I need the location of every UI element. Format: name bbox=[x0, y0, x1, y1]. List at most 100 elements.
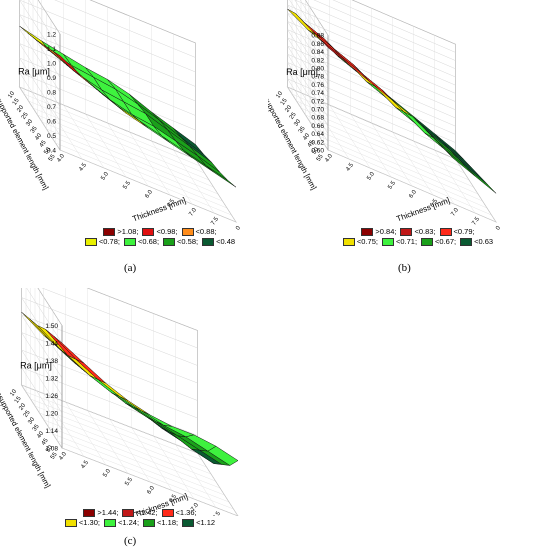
z-tick-label: 0.66 bbox=[311, 123, 324, 130]
y-tick-label: 55 bbox=[316, 153, 325, 162]
legend-item: <1.30; bbox=[64, 518, 100, 528]
z-tick-label: 0.9 bbox=[47, 75, 56, 82]
floor-gridline bbox=[197, 452, 239, 516]
legend-swatch bbox=[161, 509, 174, 517]
x-tick-label: 5.5 bbox=[387, 180, 397, 191]
z-tick-label: 1.32 bbox=[45, 376, 58, 383]
surface-cell bbox=[207, 445, 239, 466]
legend-label: >0.84; bbox=[375, 227, 397, 236]
floor-gridline bbox=[350, 113, 392, 178]
z-tick-label: 0.72 bbox=[311, 98, 324, 105]
z-tick-label: 0.80 bbox=[311, 66, 324, 73]
x-axis-title: Thickness [mm] bbox=[395, 196, 451, 224]
legend-label: <0.78; bbox=[98, 237, 120, 246]
x-tick-label: 6.0 bbox=[146, 485, 156, 496]
legend-item: <1.24; bbox=[103, 518, 139, 528]
surface-cell bbox=[403, 111, 434, 138]
z-tick-label: 0.62 bbox=[311, 139, 324, 146]
legend-item: <0.68; bbox=[123, 237, 159, 247]
surface-cell bbox=[53, 336, 85, 364]
z-tick-label: 0.84 bbox=[311, 49, 324, 56]
y-axis-title: Unsupported element length [mm] bbox=[0, 385, 52, 489]
y-tick-label: 45 bbox=[39, 139, 48, 148]
x-tick-label: 7.0 bbox=[450, 207, 460, 218]
legend-label: <0.83; bbox=[414, 227, 436, 236]
legend-swatch bbox=[123, 238, 136, 246]
floor-gridline bbox=[65, 401, 107, 466]
floor-gridline bbox=[87, 410, 129, 474]
z-tick-label: 0.70 bbox=[311, 107, 324, 114]
x-tick-label: 7.5 bbox=[212, 510, 222, 516]
legend-swatch bbox=[421, 238, 434, 246]
legend-swatch bbox=[202, 238, 215, 246]
legend-item: >1.08; bbox=[103, 227, 138, 237]
x-tick-label: 4.0 bbox=[324, 153, 334, 164]
caption-c: (c) bbox=[124, 535, 137, 547]
z-axis-title: Ra [μm] bbox=[18, 66, 50, 76]
surface-cell bbox=[361, 73, 392, 100]
surface-cell bbox=[374, 85, 405, 113]
x-tick-label: 6.5 bbox=[166, 198, 176, 209]
legend-swatch bbox=[163, 238, 176, 246]
legend-item: <0.58; bbox=[163, 237, 198, 247]
x-axis-title: Thickness [mm] bbox=[131, 196, 187, 224]
x-tick-label: 5.5 bbox=[122, 180, 132, 191]
y-tick-label: 25 bbox=[289, 111, 298, 120]
y-tick-label: 40 bbox=[36, 430, 45, 439]
x-tick-label: 5.0 bbox=[366, 171, 376, 182]
legend-item: <0.78; bbox=[84, 237, 120, 247]
legend-b: >0.84; <0.83; <0.79; <0.75; <0.71; <0.67; <0.6… bbox=[318, 227, 518, 247]
legend-swatch bbox=[122, 509, 135, 517]
floor-gridline bbox=[434, 149, 476, 214]
z-tick-label: 0.64 bbox=[311, 131, 324, 138]
z-tick-label: 0.74 bbox=[311, 90, 324, 97]
legend-item: >0.84; bbox=[361, 227, 396, 237]
legend-label: <0.75; bbox=[356, 237, 378, 246]
y-tick-label: 50 bbox=[43, 146, 52, 155]
x-tick-label: 8.0 bbox=[232, 225, 242, 230]
x-tick-label: 4.0 bbox=[58, 451, 68, 462]
surface-cell bbox=[67, 355, 99, 380]
y-tick-label: 35 bbox=[30, 125, 39, 134]
y-tick-label: 35 bbox=[298, 125, 307, 134]
floor-gridline bbox=[413, 140, 455, 205]
legend-label: <0.58; bbox=[177, 237, 199, 246]
z-tick-label: 1.50 bbox=[45, 323, 58, 330]
legend-swatch bbox=[181, 228, 194, 236]
y-tick-label: 10 bbox=[7, 90, 16, 99]
y-tick-label: 20 bbox=[16, 104, 25, 113]
floor-gridline bbox=[151, 140, 193, 205]
floor-gridline bbox=[43, 393, 85, 457]
x-tick-label: 7.0 bbox=[190, 502, 200, 513]
legend-label: <0.88; bbox=[195, 227, 217, 236]
legend-item: <0.98; bbox=[142, 227, 178, 237]
y-tick-label: 30 bbox=[27, 416, 36, 425]
caption-a: (a) bbox=[124, 262, 137, 274]
legend-swatch bbox=[342, 238, 355, 246]
y-tick-label: 50 bbox=[45, 444, 54, 453]
legend-label: <0.63 bbox=[474, 237, 494, 246]
y-tick-label: 50 bbox=[311, 146, 320, 155]
legend-label: <0.67; bbox=[435, 237, 457, 246]
surface-plot-c: 1.08 1.14 1.20 1.26 1.32 1.38 1.44 1.50 4.0 4.5 5.… bbox=[0, 288, 239, 516]
z-tick-label: 0.8 bbox=[47, 90, 56, 97]
y-tick-label: 25 bbox=[21, 111, 30, 120]
x-tick-label: 4.0 bbox=[56, 153, 66, 164]
floor-gridline bbox=[109, 418, 151, 483]
surface-cell bbox=[366, 81, 396, 108]
legend-label: <1.18; bbox=[157, 518, 179, 527]
floor-gridline bbox=[329, 104, 371, 169]
z-tick-label: 1.08 bbox=[45, 446, 58, 453]
y-tick-label: 10 bbox=[275, 90, 284, 99]
surface-cell bbox=[466, 167, 497, 194]
z-tick-label: 0.60 bbox=[311, 148, 324, 155]
legend-swatch bbox=[460, 238, 473, 246]
legend-label: >1.08; bbox=[117, 227, 139, 236]
legend-swatch bbox=[143, 519, 156, 527]
surface-cell bbox=[119, 396, 151, 416]
y-tick-label: 55 bbox=[48, 153, 57, 162]
z-tick-label: 1.2 bbox=[47, 32, 56, 39]
legend-row: >1.08; <0.98; <0.88; bbox=[45, 227, 275, 237]
y-tick-label: 25 bbox=[23, 409, 32, 418]
legend-item: <1.18; bbox=[143, 518, 178, 528]
